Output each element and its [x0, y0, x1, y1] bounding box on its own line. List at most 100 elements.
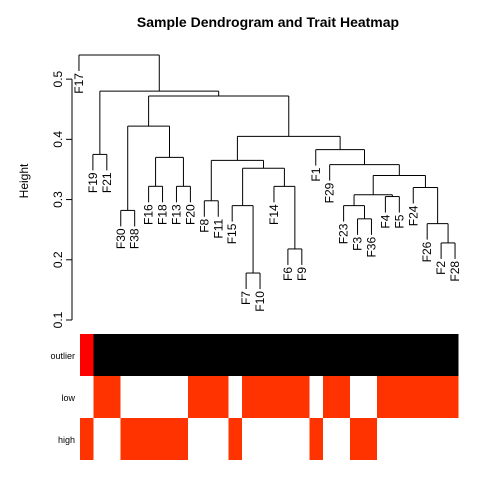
heatmap-cell	[282, 418, 297, 460]
heatmap-cell	[147, 418, 162, 460]
heatmap-cell	[444, 334, 459, 376]
heatmap-cell	[296, 334, 310, 376]
heatmap-cell	[417, 334, 432, 376]
heatmap-cell	[93, 376, 108, 418]
heatmap-cell	[431, 376, 445, 418]
y-axis: 0.1 0.2 0.3 0.4 0.5	[51, 70, 73, 328]
heatmap-cell	[336, 418, 351, 460]
heatmap-cell	[161, 334, 175, 376]
heatmap-cell	[296, 418, 310, 460]
heatmap-row-label: outlier	[50, 351, 75, 361]
leaf-label: F17	[72, 73, 86, 94]
heatmap-cell	[161, 376, 175, 418]
heatmap-cell	[107, 418, 121, 460]
leaf-label: F10	[253, 291, 267, 312]
heatmap-cell	[282, 334, 297, 376]
heatmap-cell	[120, 376, 135, 418]
heatmap-cell	[80, 334, 94, 376]
heatmap-cell	[201, 418, 216, 460]
heatmap-cell	[336, 376, 351, 418]
heatmap-cell	[120, 334, 135, 376]
heatmap-cell	[188, 334, 202, 376]
heatmap-cell	[390, 418, 405, 460]
leaf-label: F23	[337, 223, 351, 244]
heatmap-cell	[377, 376, 391, 418]
leaf-label: F14	[267, 204, 281, 225]
y-tick-label: 0.3	[51, 191, 65, 208]
leaf-label: F24	[406, 205, 420, 226]
heatmap-cell	[444, 418, 459, 460]
leaf-label: F7	[239, 291, 253, 305]
heatmap-cell	[107, 334, 121, 376]
heatmap-cell	[215, 334, 229, 376]
heatmap-cell	[350, 334, 364, 376]
leaf-label: F21	[100, 172, 114, 193]
heatmap-cell	[404, 334, 418, 376]
leaf-label: F18	[156, 204, 170, 225]
heatmap-cell	[417, 376, 432, 418]
heatmap-cell	[296, 376, 310, 418]
heatmap-cell	[431, 418, 445, 460]
heatmap-cell	[215, 376, 229, 418]
heatmap-cell	[390, 334, 405, 376]
heatmap-cell	[242, 376, 256, 418]
heatmap-cell	[323, 334, 337, 376]
heatmap-cell	[134, 334, 148, 376]
heatmap-cell	[174, 376, 189, 418]
leaf-label: F16	[142, 204, 156, 225]
heatmap-cell	[215, 418, 229, 460]
heatmap-cell	[309, 418, 324, 460]
heatmap-cell	[269, 334, 283, 376]
heatmap-cell	[134, 418, 148, 460]
y-tick-label: 0.2	[51, 251, 65, 268]
leaf-label: F29	[323, 182, 337, 203]
heatmap-cell	[444, 376, 459, 418]
leaf-label: F15	[225, 223, 239, 244]
heatmap-cell	[255, 418, 270, 460]
heatmap-cell	[417, 418, 432, 460]
heatmap-cell	[377, 418, 391, 460]
heatmap-cell	[377, 334, 391, 376]
heatmap-cell	[269, 418, 283, 460]
heatmap-cell	[80, 418, 94, 460]
heatmap-cell	[309, 334, 324, 376]
heatmap-cell	[269, 376, 283, 418]
leaf-label: F30	[114, 228, 128, 249]
heatmap-cell	[93, 418, 108, 460]
heatmap-cell	[134, 376, 148, 418]
heatmap-cell	[228, 334, 243, 376]
heatmap-cell	[350, 418, 364, 460]
heatmap-cell	[80, 376, 94, 418]
heatmap-cell	[174, 418, 189, 460]
heatmap-cell	[404, 418, 418, 460]
leaf-label: F4	[378, 214, 392, 228]
heatmap-cell	[404, 376, 418, 418]
heatmap-cell	[242, 418, 256, 460]
heatmap-row-label: low	[61, 393, 75, 403]
leaf-label: F8	[197, 218, 211, 232]
heatmap-cell	[363, 418, 378, 460]
heatmap-cell	[323, 418, 337, 460]
heatmap-cell	[282, 376, 297, 418]
heatmap-cell	[228, 418, 243, 460]
chart-title: Sample Dendrogram and Trait Heatmap	[137, 14, 399, 30]
heatmap-cell	[161, 418, 175, 460]
leaf-label: F19	[86, 172, 100, 193]
leaf-label: F2	[434, 261, 448, 275]
heatmap-cell	[174, 334, 189, 376]
trait-heatmap	[80, 334, 459, 460]
leaf-label: F3	[351, 237, 365, 251]
heatmap-cell	[255, 376, 270, 418]
leaf-label: F11	[211, 218, 225, 238]
leaf-label: F6	[281, 267, 295, 281]
heatmap-cell	[93, 334, 108, 376]
heatmap-cell	[309, 376, 324, 418]
leaf-label: F36	[364, 237, 378, 258]
y-axis-label: Height	[17, 163, 31, 198]
heatmap-cell	[350, 376, 364, 418]
heatmap-cell	[228, 376, 243, 418]
heatmap-cell	[201, 376, 216, 418]
dendrogram-links	[78, 54, 456, 290]
